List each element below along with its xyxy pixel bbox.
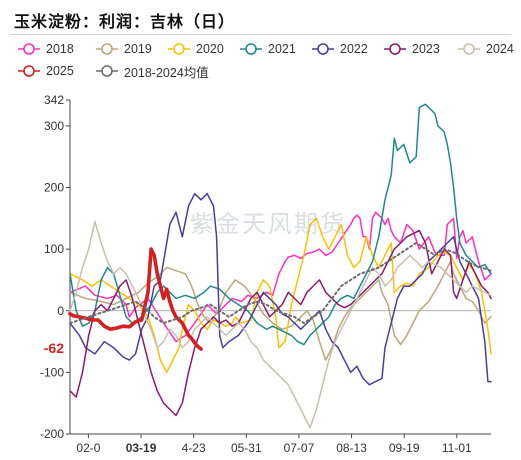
- legend-label: 2023: [412, 42, 440, 56]
- legend-marker-icon: [240, 43, 262, 55]
- chart-title: 玉米淀粉：利润：吉林（日）: [14, 12, 236, 31]
- legend-marker-icon: [458, 43, 480, 55]
- series-line-2025: [68, 247, 203, 351]
- x-tick-label: 4-23: [182, 441, 206, 455]
- y-tick-label: 100: [44, 242, 64, 256]
- legend-label: 2018-2024均值: [124, 65, 209, 80]
- x-tick-label: 11-01: [442, 441, 472, 455]
- legend-item-2018[interactable]: 2018: [18, 40, 74, 58]
- series-line-2021: [69, 103, 492, 346]
- y-tick-label: -200: [40, 427, 64, 441]
- series-line-2019: [69, 260, 492, 361]
- last-value-label: -62: [44, 340, 64, 356]
- legend-item-2024[interactable]: 2024: [458, 40, 514, 58]
- legend-label: 2019: [124, 42, 152, 56]
- legend-label: 2025: [46, 64, 74, 78]
- y-tick-label: -100: [40, 365, 64, 379]
- legend-marker-icon: [18, 65, 40, 77]
- series-line-2023: [69, 229, 492, 417]
- x-tick-label: 07-07: [284, 441, 315, 455]
- legend-item-2023[interactable]: 2023: [384, 40, 440, 58]
- series-line-2020: [69, 217, 492, 374]
- legend-marker-icon: [96, 43, 118, 55]
- x-tick-label: 09-19: [389, 441, 420, 455]
- legend-label: 2024: [486, 42, 514, 56]
- series-line-2018-2024均值: [69, 242, 492, 325]
- legend-marker-icon: [18, 43, 40, 55]
- legend-label: 2018: [46, 42, 74, 56]
- y-tick-label: 0: [57, 304, 64, 318]
- legend-item-2019[interactable]: 2019: [96, 40, 152, 58]
- legend-marker-icon: [384, 43, 406, 55]
- x-tick-label: 05-31: [231, 441, 262, 455]
- x-tick-label: 02-0: [76, 441, 100, 455]
- y-tick-label: 200: [44, 181, 64, 195]
- y-tick-label: 300: [44, 119, 64, 133]
- legend-item-2018-2024均值[interactable]: 2018-2024均值: [96, 62, 209, 80]
- legend-marker-icon: [168, 43, 190, 55]
- legend-item-2021[interactable]: 2021: [240, 40, 296, 58]
- legend-label: 2020: [196, 42, 224, 56]
- legend-item-2022[interactable]: 2022: [312, 40, 368, 58]
- legend-marker-icon: [96, 65, 118, 77]
- y-tick-label: 342: [44, 93, 64, 107]
- title-divider: [10, 34, 511, 35]
- legend-label: 2022: [340, 42, 368, 56]
- legend-marker-icon: [312, 43, 334, 55]
- legend-item-2025[interactable]: 2025: [18, 62, 74, 80]
- legend-label: 2021: [268, 42, 296, 56]
- x-tick-label-highlight: 03-19: [126, 441, 157, 455]
- x-tick-label: 08-13: [336, 441, 367, 455]
- legend-item-2020[interactable]: 2020: [168, 40, 224, 58]
